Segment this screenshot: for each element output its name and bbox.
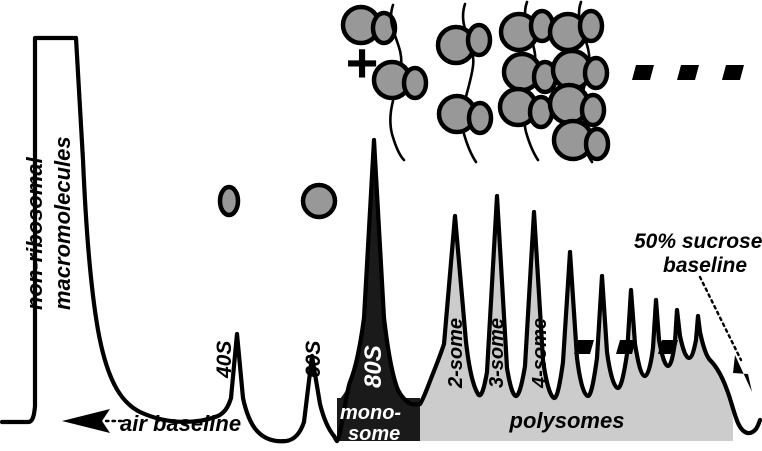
- ribosome-small-subunit-icon: [370, 10, 398, 46]
- label-peak-3some: 3-some: [486, 318, 508, 388]
- subunit-cartoon-60s: [300, 182, 338, 220]
- trace-left-segment: [0, 35, 340, 444]
- cartoon-trisome: [497, 0, 559, 162]
- cartoon-free-80s-ribosome: [340, 4, 398, 46]
- label-air-baseline: air baseline: [120, 411, 241, 436]
- ribosome-large-subunit-icon: [300, 182, 338, 220]
- ribosome-small-subunit-icon: [217, 184, 241, 218]
- ribosome-small-subunit-icon: [577, 8, 605, 44]
- label-monosome-line2: some: [348, 423, 400, 445]
- monosome-fill: [337, 140, 420, 441]
- ellipsis-dot-icon: [616, 340, 636, 354]
- label-sucrose-line1: 50% sucrose: [634, 230, 762, 253]
- polysomes-fill: [420, 196, 733, 441]
- label-macromolecules: macromolecules: [50, 136, 75, 310]
- ellipsis-dot-icon: [677, 65, 699, 80]
- ellipsis-dot-icon: [658, 340, 678, 354]
- ribosome-small-subunit-icon: [583, 126, 611, 162]
- air-baseline-arrowhead: [62, 409, 110, 433]
- ribosome-small-subunit-icon: [466, 100, 494, 136]
- monosome-shaded-region: [337, 140, 420, 441]
- label-peak-60s: 60S: [302, 341, 325, 378]
- ellipsis-dot-icon: [632, 65, 654, 80]
- plus-sign-label: +: [345, 31, 378, 94]
- label-polysomes: polysomes: [509, 408, 625, 433]
- ellipsis-top: [632, 65, 744, 80]
- cartoon-tetrasome: [547, 0, 611, 164]
- ribosome-small-subunit-icon: [579, 92, 607, 128]
- ellipsis-dot-icon: [722, 65, 744, 80]
- cartoon-monosome-on-mrna: [371, 3, 429, 162]
- ellipsis-bottom: [574, 340, 678, 354]
- label-monosome-line1: mono-: [340, 402, 401, 424]
- cartoon-disome: [435, 2, 494, 164]
- sucrose-baseline-leader: [698, 275, 743, 362]
- monosome-label-block: [337, 398, 420, 441]
- label-peak-80s: 80S: [360, 345, 387, 388]
- polysomes-shaded-region: [420, 196, 733, 441]
- sucrose-baseline-arrow: [698, 275, 752, 392]
- label-sucrose-line2: baseline: [663, 254, 747, 277]
- sucrose-baseline-arrowhead: [733, 355, 752, 392]
- ribosome-small-subunit-icon: [582, 55, 610, 91]
- label-peak-4some: 4-some: [529, 318, 551, 389]
- trace-80s-peak: [334, 137, 423, 444]
- absorbance-trace: [0, 35, 762, 444]
- label-peak-2some: 2-some: [445, 318, 467, 389]
- ribosome-small-subunit-icon: [401, 65, 429, 101]
- ribosome-small-subunit-icon: [465, 22, 493, 58]
- ellipsis-dot-icon: [574, 340, 594, 354]
- trace-polysome-peaks: [417, 193, 762, 436]
- subunit-cartoon-40s: [217, 184, 241, 218]
- label-non-ribosomal: non-ribosomal: [22, 156, 47, 310]
- air-baseline-arrow: [62, 409, 124, 433]
- label-peak-40s: 40S: [213, 341, 236, 379]
